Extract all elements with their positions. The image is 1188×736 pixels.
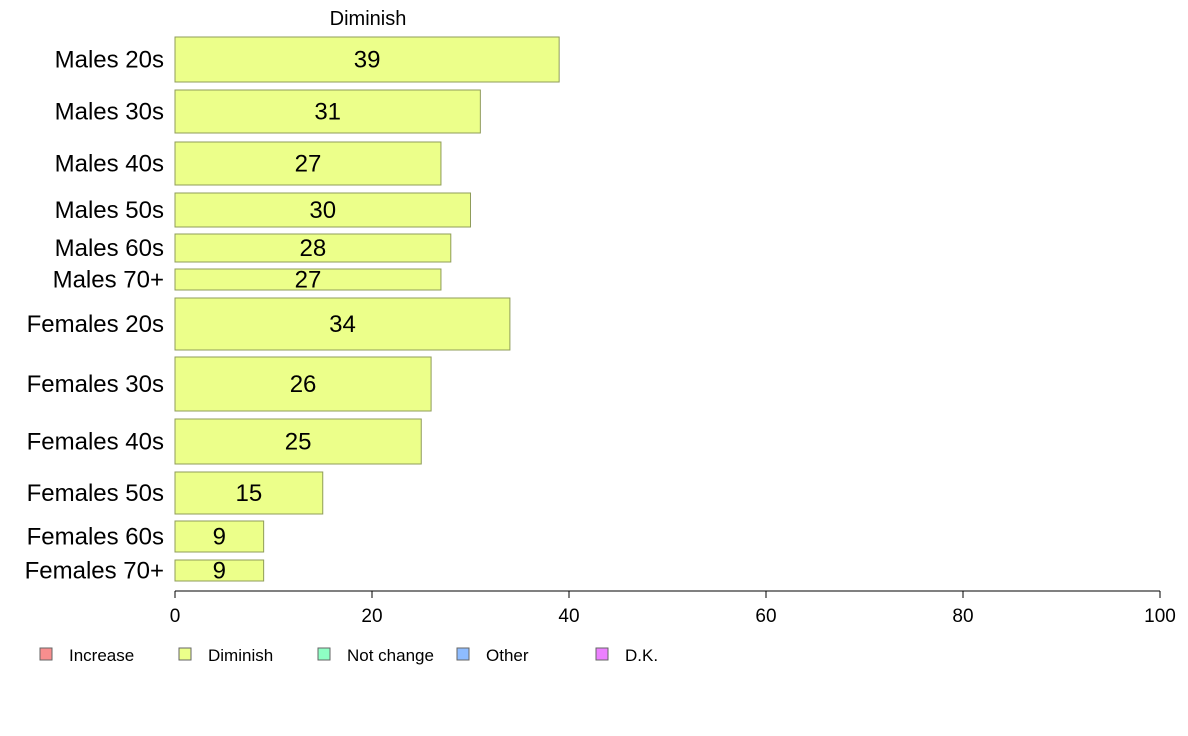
category-label: Females 50s xyxy=(27,480,164,507)
bar-males-20s xyxy=(174,36,560,83)
category-label: Males 30s xyxy=(55,99,164,126)
bar-females-40s xyxy=(174,418,422,465)
bar-females-20s xyxy=(174,297,511,351)
chart-title: Diminish xyxy=(330,8,407,30)
bar-value-label: 15 xyxy=(236,480,263,507)
legend-label: Not change xyxy=(347,646,434,665)
bar-males-50s xyxy=(174,192,471,228)
x-tick-label: 0 xyxy=(170,606,181,627)
bar-value-label: 25 xyxy=(285,429,312,456)
bar-value-label: 28 xyxy=(300,235,327,262)
bar-females-50s xyxy=(174,471,324,515)
bar-females-60s xyxy=(174,520,265,553)
category-label: Females 20s xyxy=(27,311,164,338)
bar-value-label: 27 xyxy=(295,151,322,178)
bar-value-label: 9 xyxy=(213,558,226,585)
category-label: Females 40s xyxy=(27,429,164,456)
bar-females-30s xyxy=(174,356,432,412)
bar-males-60s xyxy=(174,233,452,263)
category-label: Males 50s xyxy=(55,197,164,224)
x-tick-label: 60 xyxy=(755,606,776,627)
bar-value-label: 26 xyxy=(290,371,317,398)
bar-males-70- xyxy=(174,268,442,291)
legend: Increase Diminish Not change Other D.K. xyxy=(39,646,658,665)
bar-value-label: 27 xyxy=(295,267,322,294)
category-label: Males 20s xyxy=(55,47,164,74)
legend-label: Diminish xyxy=(208,646,273,665)
category-label: Males 40s xyxy=(55,151,164,178)
x-tick-label: 20 xyxy=(361,606,382,627)
category-label: Females 60s xyxy=(27,524,164,551)
legend-swatch xyxy=(456,647,470,661)
legend-label: Other xyxy=(486,646,529,665)
bar-value-label: 9 xyxy=(213,524,226,551)
x-tick-label: 40 xyxy=(558,606,579,627)
bar-value-label: 31 xyxy=(314,99,341,126)
bar-value-label: 39 xyxy=(354,47,381,74)
bar-males-30s xyxy=(174,89,481,134)
bar-value-label: 30 xyxy=(309,197,336,224)
category-label: Males 60s xyxy=(55,235,164,262)
x-axis: 0 20 40 60 80 100 xyxy=(170,590,1176,627)
legend-swatch xyxy=(178,647,192,661)
x-tick-label: 80 xyxy=(952,606,973,627)
bar-females-70- xyxy=(174,559,265,582)
category-label: Males 70+ xyxy=(53,267,164,294)
legend-swatch xyxy=(595,647,609,661)
bars-group: 39 Males 20s 31 Males 30s 27 Males 40s 30 Males… xyxy=(25,36,560,585)
legend-label: D.K. xyxy=(625,646,658,665)
category-label: Females 30s xyxy=(27,371,164,398)
bar-value-label: 34 xyxy=(329,311,356,338)
legend-swatch xyxy=(317,647,331,661)
category-label: Females 70+ xyxy=(25,558,164,585)
legend-swatch xyxy=(39,647,53,661)
legend-label: Increase xyxy=(69,646,134,665)
x-tick-label: 100 xyxy=(1144,606,1176,627)
bar-males-40s xyxy=(174,141,442,186)
